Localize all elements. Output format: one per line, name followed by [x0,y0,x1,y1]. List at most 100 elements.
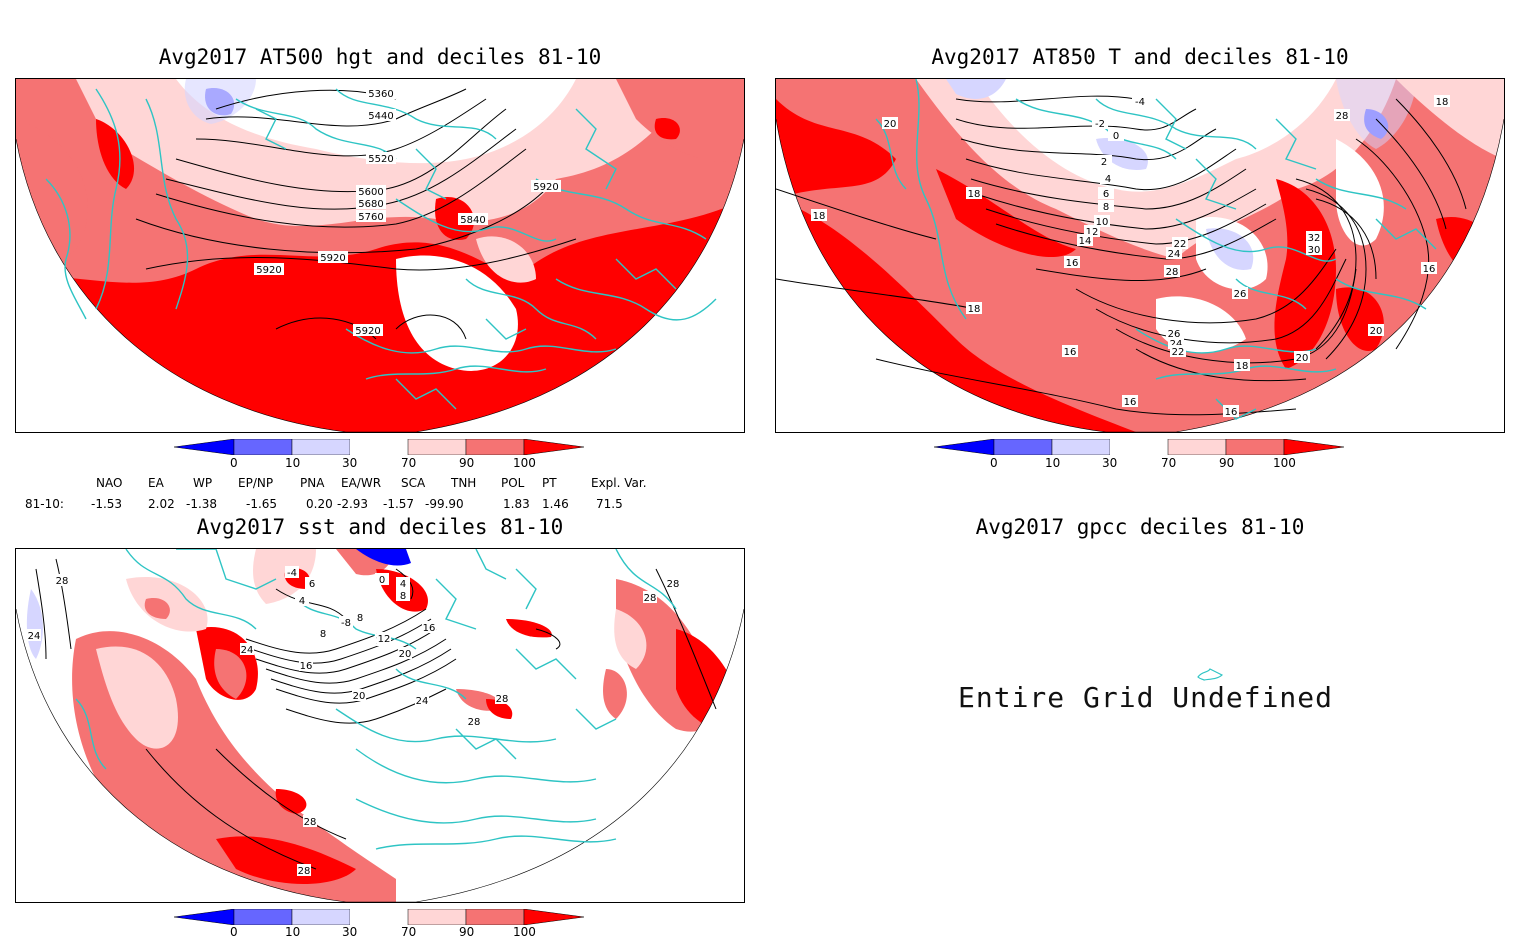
panel4-title: Avg2017 gpcc deciles 81-10 [776,515,1504,539]
p3-label-3: 8 [320,629,326,640]
p2-label-4: 4 [1105,174,1111,185]
panel1-map: 5360 5440 5520 5600 5680 5760 5840 5920 … [15,78,745,433]
cbar1-tick-0: 0 [230,456,238,470]
p2-label-13: 16 [1423,264,1436,275]
panel3-map: 28 24 4 8 12 16 20 24 28 28 28 28 16 20 … [15,548,745,903]
p3-label-0: 28 [56,576,69,587]
p2-label-16: 18 [968,304,981,315]
p3-label-18: -8 [341,618,351,629]
p2-label-3: 2 [1101,157,1107,168]
colorbar-3 [174,909,594,925]
p2-label-10: 16 [1066,258,1079,269]
p2-label-9: 14 [1079,236,1092,247]
p2-label-6: 8 [1103,202,1109,213]
idx-name-4: PNA [300,476,324,490]
p3-label-7: 24 [241,645,254,656]
panel3-map-svg: 28 24 4 8 12 16 20 24 28 28 28 28 16 20 … [16,549,744,902]
p3-label-6: 20 [353,691,366,702]
p3-label-11: 28 [644,593,657,604]
panel2-title: Avg2017 AT850 T and deciles 81-10 [776,45,1504,69]
idx-name-6: SCA [401,476,425,490]
idx-val-4: 0.20 [306,497,333,511]
p3-label-14: 24 [416,696,429,707]
cbar1-tick-4: 90 [459,456,474,470]
p3-label-21: 8 [400,591,406,602]
idx-val-6: -1.57 [383,497,414,511]
undefined-grid-message: Entire Grid Undefined [958,681,1333,714]
p1-label-1: 5440 [368,111,393,122]
idx-name-8: POL [501,476,524,490]
idx-val-10: 71.5 [596,497,623,511]
p3-label-17: 12 [378,634,391,645]
p1-label-7: 5920 [533,182,558,193]
cbar3-tick-2: 30 [342,925,357,939]
idx-name-10: Expl. Var. [591,476,647,490]
p3-label-2: 4 [299,596,305,607]
cbar2-tick-0: 0 [990,456,998,470]
p3-label-23: 8 [357,613,363,624]
panel2-map-svg: -4 -2 0 2 4 6 8 10 12 14 16 16 16 16 18 … [776,79,1504,432]
cbar1-tick-2: 30 [342,456,357,470]
p1-label-2: 5520 [368,154,393,165]
cbar3-tick-1: 10 [285,925,300,939]
p3-label-9: 28 [298,866,311,877]
p2-label-14: 18 [813,211,826,222]
idx-val-7: -99.90 [425,497,464,511]
p1-label-8: 5920 [256,265,281,276]
p2-label-21: 20 [1370,326,1383,337]
p2-label-27: 22 [1172,347,1185,358]
p2-label-29: 28 [1336,111,1349,122]
idx-name-1: EA [148,476,164,490]
cbar1-tick-1: 10 [285,456,300,470]
idx-name-3: EP/NP [238,476,273,490]
p2-label-30: 30 [1308,245,1321,256]
p3-label-12: 16 [423,623,436,634]
p3-label-20: 4 [400,579,406,590]
p1-label-4: 5680 [358,199,383,210]
cbar2-tick-4: 90 [1219,456,1234,470]
p2-label-20: 20 [1296,353,1309,364]
cbar2-tick-1: 10 [1045,456,1060,470]
p3-label-1: 24 [28,631,41,642]
idx-row-label: 81-10: [25,497,64,511]
cbar3-tick-5: 100 [513,925,536,939]
cbar1-tick-5: 100 [513,456,536,470]
p2-label-1: -2 [1095,119,1105,130]
p1-label-5: 5760 [358,212,383,223]
p2-label-25: 26 [1234,289,1247,300]
cbar2-tick-3: 70 [1161,456,1176,470]
p1-label-0: 5360 [368,89,393,100]
p3-label-10: 28 [468,717,481,728]
p3-label-22: -4 [287,568,297,579]
p2-label-17: 18 [1236,361,1249,372]
cbar3-tick-4: 90 [459,925,474,939]
p2-label-19: 20 [884,119,897,130]
idx-val-0: -1.53 [91,497,122,511]
p2-label-12: 16 [1225,407,1238,418]
idx-val-1: 2.02 [148,497,175,511]
p3-label-19: 0 [379,575,385,586]
p2-label-28: 28 [1166,267,1179,278]
cbar2-tick-5: 100 [1273,456,1296,470]
colorbar-2 [934,439,1354,455]
p3-label-5: 16 [300,661,313,672]
p2-label-23: 24 [1168,249,1181,260]
p2-label-11: 16 [1124,397,1137,408]
idx-name-7: TNH [451,476,476,490]
p1-label-10: 5920 [355,326,380,337]
cbar3-tick-0: 0 [230,925,238,939]
cbar1-tick-3: 70 [401,456,416,470]
idx-name-0: NAO [96,476,122,490]
p3-label-8: 28 [304,817,317,828]
colorbar-1 [174,439,594,455]
panel1-map-svg: 5360 5440 5520 5600 5680 5760 5840 5920 … [16,79,744,432]
idx-name-2: WP [193,476,212,490]
p3-label-16: 28 [667,579,680,590]
p2-label-0: -4 [1135,97,1145,108]
p1-label-9: 5920 [320,253,345,264]
panel1-title: Avg2017 AT500 hgt and deciles 81-10 [16,45,744,69]
p1-label-3: 5600 [358,187,383,198]
panel3-title: Avg2017 sst and deciles 81-10 [16,515,744,539]
p3-label-24: 6 [309,579,315,590]
p2-label-15: 18 [968,189,981,200]
